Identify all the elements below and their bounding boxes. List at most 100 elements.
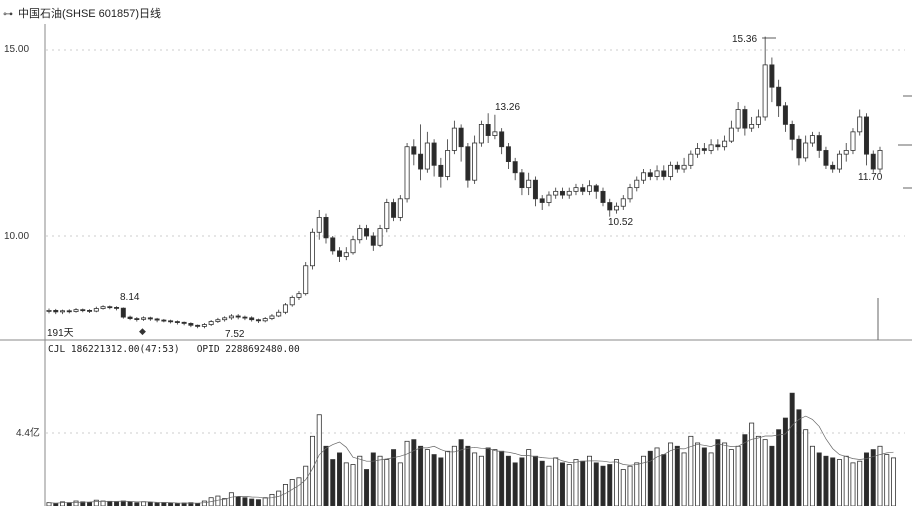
- candle-body: [250, 318, 254, 320]
- candle-body: [114, 307, 118, 308]
- volume-bar: [277, 491, 281, 506]
- volume-bar: [675, 446, 679, 506]
- candle-body: [466, 147, 470, 180]
- candle-body: [169, 321, 173, 322]
- candle-body: [87, 310, 91, 311]
- volume-bar: [560, 463, 564, 506]
- period-label: 191天: [47, 328, 74, 339]
- candle-body: [283, 305, 287, 312]
- volume-bar: [304, 466, 308, 506]
- candle-body: [804, 143, 808, 158]
- candle-body: [790, 124, 794, 139]
- candle-body: [513, 162, 517, 173]
- candle-body: [810, 136, 814, 143]
- candle-body: [858, 117, 862, 132]
- candle-body: [493, 132, 497, 136]
- volume-bar: [94, 500, 98, 506]
- candle-body: [587, 186, 591, 192]
- volume-bar: [452, 446, 456, 506]
- volume-bar: [790, 393, 794, 506]
- candle-body: [763, 65, 767, 117]
- candle-body: [668, 165, 672, 176]
- candle-body: [439, 165, 443, 176]
- candle-body: [108, 307, 112, 308]
- volume-bar: [581, 461, 585, 506]
- volume-bar: [344, 463, 348, 506]
- candle-body: [364, 229, 368, 236]
- candle-body: [398, 199, 402, 218]
- candle-body: [614, 206, 618, 210]
- volume-bar: [648, 451, 652, 506]
- candle-body: [121, 308, 125, 317]
- candle-body: [479, 124, 483, 143]
- candle-body: [878, 150, 882, 169]
- link-icon[interactable]: ⊶: [3, 9, 13, 20]
- volume-bar: [587, 456, 591, 506]
- annotation-high-814: 8.14: [120, 292, 140, 303]
- volume-bar: [256, 500, 260, 506]
- volume-bar: [425, 450, 429, 506]
- volume-bar: [141, 502, 145, 506]
- volume-bar: [506, 456, 510, 506]
- candle-body: [817, 136, 821, 151]
- volume-bar: [148, 502, 152, 506]
- candle-body: [560, 191, 564, 195]
- candle-body: [797, 139, 801, 158]
- volume-bar: [540, 461, 544, 506]
- volume-bar: [729, 450, 733, 506]
- price-annotations: 15.36 13.26 8.14 7.52 10.52 11.70: [120, 34, 883, 340]
- candle-body: [709, 145, 713, 151]
- candle-body: [540, 199, 544, 203]
- volume-bar: [74, 501, 78, 506]
- volume-bar: [108, 501, 112, 506]
- volume-bar: [777, 430, 781, 506]
- volume-bar: [202, 501, 206, 506]
- volume-bar: [527, 450, 531, 506]
- volume-bar: [290, 479, 294, 506]
- volume-bar: [844, 456, 848, 506]
- candle-body: [405, 147, 409, 199]
- volume-bar: [412, 440, 416, 506]
- volume-bar: [331, 460, 335, 506]
- candle-body: [601, 191, 605, 202]
- candle-body: [74, 310, 78, 312]
- candle-body: [371, 236, 375, 245]
- candle-body: [216, 320, 220, 322]
- candle-body: [162, 320, 166, 321]
- volume-bar: [351, 465, 355, 506]
- volume-bar: [797, 410, 801, 506]
- candle-body: [304, 266, 308, 294]
- candle-body: [824, 150, 828, 165]
- volume-bar: [250, 499, 254, 506]
- volume-bar: [432, 455, 436, 506]
- volume-bar: [533, 456, 537, 506]
- candle-body: [60, 311, 64, 312]
- candle-body: [378, 229, 382, 246]
- volume-bar: [398, 463, 402, 506]
- volume-bar: [500, 451, 504, 506]
- candle-body: [256, 320, 260, 321]
- candle-body: [743, 110, 747, 129]
- volume-bar: [858, 461, 862, 506]
- volume-bar: [128, 502, 132, 506]
- annotation-low-1052: 10.52: [608, 217, 633, 228]
- volume-bar: [554, 458, 558, 506]
- candle-body: [581, 188, 585, 192]
- candle-body: [689, 154, 693, 165]
- candle-body: [621, 199, 625, 206]
- candle-body: [324, 217, 328, 237]
- candle-body: [655, 171, 659, 177]
- volume-bar: [385, 460, 389, 506]
- candle-body: [608, 203, 612, 210]
- volume-bar: [405, 441, 409, 506]
- candle-body: [864, 117, 868, 154]
- volume-series: [47, 393, 896, 506]
- volume-bar: [837, 460, 841, 506]
- candle-body: [459, 128, 463, 147]
- volume-bar: [229, 493, 233, 506]
- candle-body: [351, 240, 355, 253]
- volume-bar: [702, 448, 706, 506]
- candle-body: [412, 147, 416, 154]
